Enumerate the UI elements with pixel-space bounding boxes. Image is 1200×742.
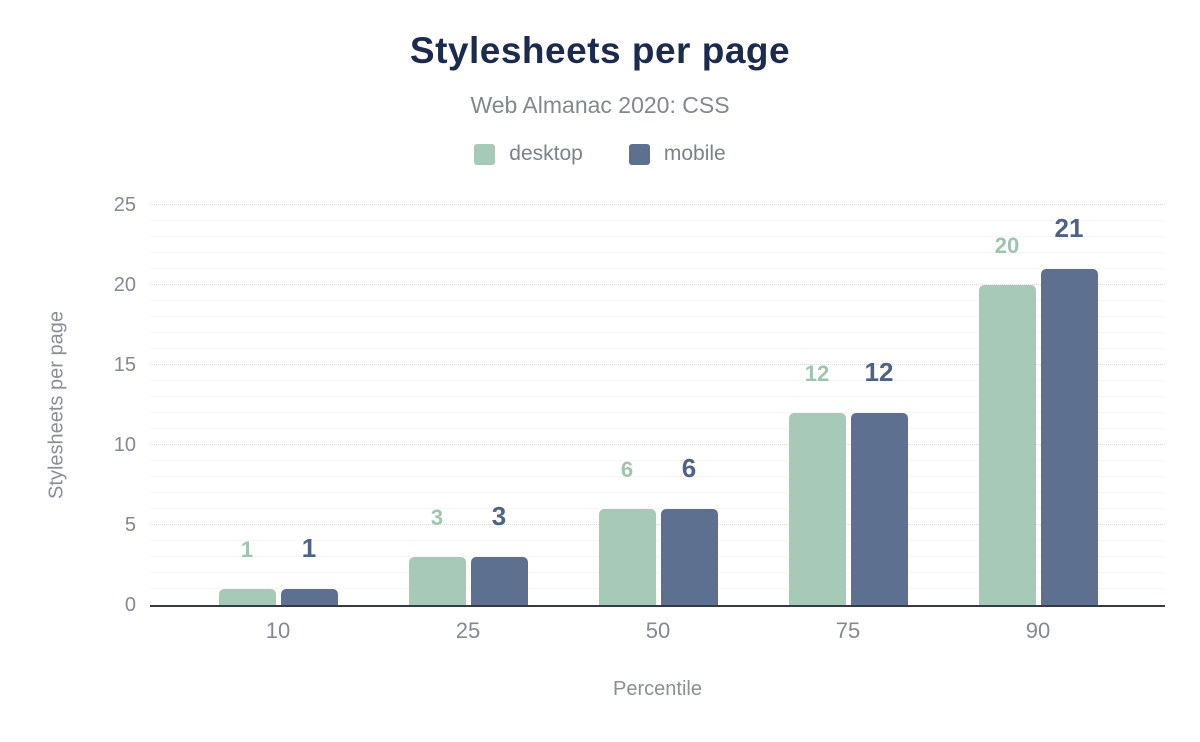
legend-label: desktop xyxy=(509,142,583,165)
gridline-minor-6 xyxy=(150,508,1165,509)
gridline-major-10 xyxy=(150,444,1165,445)
gridline-minor-8 xyxy=(150,476,1165,477)
gridline-minor-17 xyxy=(150,332,1165,333)
gridline-minor-12 xyxy=(150,412,1165,413)
bar-mobile-p25 xyxy=(470,557,528,605)
gridline-minor-14 xyxy=(150,380,1165,381)
y-tick-label-25: 25 xyxy=(113,194,136,216)
legend-swatch-mobile xyxy=(628,143,650,165)
bar-value-label-mobile-p50: 6 xyxy=(681,453,697,483)
gridline-minor-4 xyxy=(150,540,1165,541)
chart-title: Stylesheets per page xyxy=(409,30,791,71)
gridline-minor-23 xyxy=(150,236,1165,237)
bar-mobile-p10 xyxy=(280,589,338,605)
gridline-minor-21 xyxy=(150,268,1165,269)
x-tick-label-50: 50 xyxy=(645,618,671,643)
gridline-major-5 xyxy=(150,524,1165,525)
legend-item-mobile: mobile xyxy=(628,142,726,166)
legend-item-desktop: desktop xyxy=(474,142,583,166)
bar-desktop-p90 xyxy=(978,285,1036,605)
plot-area: 1 1 3 3 6 6 12 12 20 21 xyxy=(150,204,1165,607)
gridline-minor-19 xyxy=(150,300,1165,301)
gridline-major-15 xyxy=(150,364,1165,365)
x-tick-label-10: 10 xyxy=(265,618,291,643)
x-axis-line xyxy=(150,604,1165,607)
bar-value-label-desktop-p50: 6 xyxy=(620,457,634,482)
bar-value-label-mobile-p75: 12 xyxy=(864,357,894,387)
bar-value-label-desktop-p90: 20 xyxy=(994,233,1020,258)
legend: desktop mobile xyxy=(0,142,1200,166)
gridline-minor-24 xyxy=(150,220,1165,221)
bar-value-label-mobile-p25: 3 xyxy=(491,501,507,531)
bar-mobile-p90 xyxy=(1040,269,1098,605)
gridline-minor-1 xyxy=(150,588,1165,589)
x-tick-label-25: 25 xyxy=(455,618,481,643)
bar-mobile-p75 xyxy=(850,413,908,605)
x-tick-label-90: 90 xyxy=(1025,618,1051,643)
bar-value-label-desktop-p25: 3 xyxy=(430,505,444,530)
y-tick-label-15: 15 xyxy=(113,354,136,376)
gridline-minor-2 xyxy=(150,572,1165,573)
gridline-minor-18 xyxy=(150,316,1165,317)
gridline-minor-3 xyxy=(150,556,1165,557)
legend-swatch-desktop xyxy=(474,143,496,165)
gridline-major-20 xyxy=(150,284,1165,285)
x-tick-label-75: 75 xyxy=(835,618,861,643)
bar-desktop-p75 xyxy=(788,413,846,605)
y-axis-title: Stylesheets per page xyxy=(45,311,68,499)
gridline-minor-16 xyxy=(150,348,1165,349)
bar-desktop-p50 xyxy=(598,509,656,605)
chart-subtitle: Web Almanac 2020: CSS xyxy=(470,92,730,118)
gridline-major-25 xyxy=(150,204,1165,205)
gridline-minor-11 xyxy=(150,428,1165,429)
bar-mobile-p50 xyxy=(660,509,718,605)
y-tick-label-20: 20 xyxy=(113,274,136,296)
gridline-minor-9 xyxy=(150,460,1165,461)
gridline-minor-13 xyxy=(150,396,1165,397)
gridline-minor-7 xyxy=(150,492,1165,493)
y-tick-label-10: 10 xyxy=(113,434,136,456)
bar-desktop-p10 xyxy=(218,589,276,605)
bar-value-label-mobile-p90: 21 xyxy=(1054,213,1084,243)
y-tick-label-0: 0 xyxy=(124,594,136,616)
x-axis-title: Percentile xyxy=(613,678,702,700)
bar-value-label-desktop-p75: 12 xyxy=(804,361,830,386)
legend-label: mobile xyxy=(663,142,726,165)
bar-value-label-desktop-p10: 1 xyxy=(240,537,254,562)
bar-desktop-p25 xyxy=(408,557,466,605)
gridline-minor-22 xyxy=(150,252,1165,253)
bar-value-label-mobile-p10: 1 xyxy=(301,533,317,563)
y-tick-label-5: 5 xyxy=(124,514,136,536)
